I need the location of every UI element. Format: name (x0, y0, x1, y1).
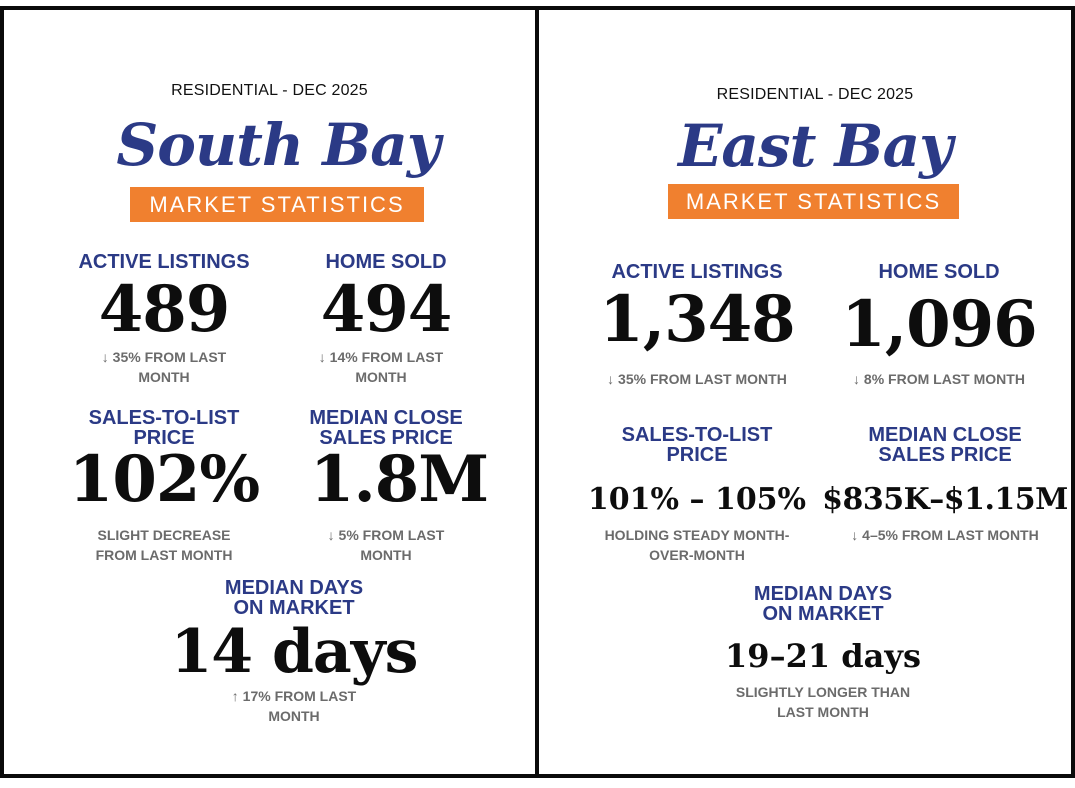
sales-to-list-label: SALES-TO-LIST PRICE (587, 425, 807, 465)
active-listings-value: 1,348 (599, 282, 795, 357)
sales-to-list-label-line2: PRICE (133, 427, 195, 449)
median-close-value: 1.8M (309, 442, 489, 517)
residential-date-label: RESIDENTIAL - DEC 2025 (171, 82, 368, 99)
sales-to-list-label-line2: PRICE (666, 444, 728, 466)
median-close-note-line1: ↓ 4–5% FROM LAST MONTH (851, 527, 1039, 543)
residential-date-label: RESIDENTIAL - DEC 2025 (716, 86, 914, 103)
median-days-note: ↑ 17% FROM LAST MONTH (194, 686, 394, 726)
market-statistics-banner: MARKET STATISTICS (668, 184, 959, 219)
median-close-label-line2: SALES PRICE (878, 444, 1012, 466)
median-close-note-line2: MONTH (360, 547, 412, 563)
home-sold-value: 494 (320, 272, 453, 347)
median-days-note: SLIGHTLY LONGER THAN LAST MONTH (703, 682, 943, 722)
sales-to-list-label-line1: SALES-TO-LIST (88, 407, 240, 429)
median-close-note: ↓ 4–5% FROM LAST MONTH (825, 525, 1065, 545)
median-close-label-line1: MEDIAN CLOSE (309, 407, 463, 429)
median-days-label-line2: ON MARKET (762, 603, 884, 625)
active-listings-label: ACTIVE LISTINGS (611, 261, 783, 283)
median-days-value: 14 days (170, 617, 419, 687)
median-close-label: MEDIAN CLOSE SALES PRICE (835, 425, 1055, 465)
active-listings-note-line2: MONTH (138, 369, 190, 385)
sales-to-list-label-line1: SALES-TO-LIST (621, 424, 773, 446)
home-sold-note-line1: ↓ 8% FROM LAST MONTH (853, 371, 1025, 387)
median-days-note-line1: SLIGHTLY LONGER THAN (735, 684, 911, 700)
median-close-label-line2: SALES PRICE (319, 427, 453, 449)
active-listings-label: ACTIVE LISTINGS (78, 251, 250, 273)
sales-to-list-value: 101% – 105% (587, 482, 807, 517)
median-days-label-line1: MEDIAN DAYS (224, 577, 364, 599)
sales-to-list-note: SLIGHT DECREASE FROM LAST MONTH (64, 525, 264, 565)
home-sold-note-line1: ↓ 14% FROM LAST (318, 349, 444, 365)
sales-to-list-note: HOLDING STEADY MONTH- OVER-MONTH (567, 525, 827, 565)
home-sold-label: HOME SOLD (325, 251, 447, 273)
home-sold-value: 1,096 (841, 287, 1037, 362)
active-listings-note: ↓ 35% FROM LAST MONTH (567, 369, 827, 389)
median-days-label: MEDIAN DAYS ON MARKET (713, 584, 933, 624)
median-days-label-line2: ON MARKET (233, 597, 355, 619)
median-close-note: ↓ 5% FROM LAST MONTH (286, 525, 486, 565)
median-days-note-line1: ↑ 17% FROM LAST (231, 688, 357, 704)
home-sold-note: ↓ 8% FROM LAST MONTH (819, 369, 1059, 389)
median-days-value: 19–21 days (725, 637, 921, 675)
region-title: East Bay (678, 112, 953, 180)
median-days-note-line2: LAST MONTH (777, 704, 869, 720)
active-listings-value: 489 (98, 272, 231, 347)
median-days-note-line2: MONTH (268, 708, 320, 724)
home-sold-label: HOME SOLD (878, 261, 1000, 283)
median-close-value: $835K–$1.15M (822, 482, 1068, 517)
median-close-note-line1: ↓ 5% FROM LAST (327, 527, 445, 543)
sales-to-list-note-line2: OVER-MONTH (649, 547, 745, 563)
active-listings-note: ↓ 35% FROM LAST MONTH (64, 347, 264, 387)
market-statistics-banner: MARKET STATISTICS (130, 187, 424, 222)
sales-to-list-value: 102% (68, 442, 260, 517)
home-sold-note-line2: MONTH (355, 369, 407, 385)
active-listings-note-line1: ↓ 35% FROM LAST MONTH (607, 371, 787, 387)
south-bay-panel: RESIDENTIAL - DEC 2025 South Bay MARKET … (0, 6, 539, 778)
sales-to-list-note-line1: SLIGHT DECREASE (97, 527, 231, 543)
median-close-label: MEDIAN CLOSE SALES PRICE (286, 408, 486, 448)
east-bay-panel: RESIDENTIAL - DEC 2025 East Bay MARKET S… (535, 6, 1075, 778)
sales-to-list-label: SALES-TO-LIST PRICE (64, 408, 264, 448)
active-listings-note-line1: ↓ 35% FROM LAST (101, 349, 227, 365)
sales-to-list-note-line2: FROM LAST MONTH (95, 547, 233, 563)
home-sold-note: ↓ 14% FROM LAST MONTH (281, 347, 481, 387)
median-close-label-line1: MEDIAN CLOSE (868, 424, 1022, 446)
median-days-label: MEDIAN DAYS ON MARKET (194, 578, 394, 618)
median-days-label-line1: MEDIAN DAYS (753, 583, 893, 605)
sales-to-list-note-line1: HOLDING STEADY MONTH- (604, 527, 790, 543)
region-title: South Bay (116, 111, 440, 179)
